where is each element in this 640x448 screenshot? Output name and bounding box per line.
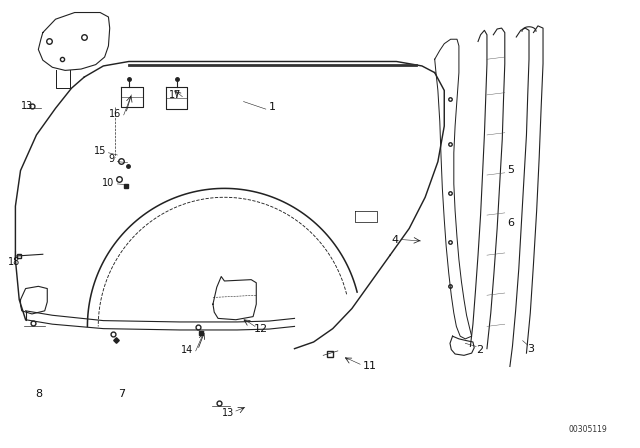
- Text: 3: 3: [527, 344, 534, 353]
- Text: 6: 6: [508, 218, 515, 228]
- Text: 1: 1: [269, 102, 276, 112]
- Text: 9: 9: [108, 155, 114, 164]
- Text: 5: 5: [508, 165, 515, 175]
- Text: 10: 10: [102, 178, 115, 188]
- Text: 4: 4: [392, 235, 399, 245]
- Text: 18: 18: [8, 257, 20, 267]
- Text: 2: 2: [476, 345, 483, 354]
- Text: 8: 8: [35, 389, 42, 399]
- Text: 11: 11: [363, 362, 377, 371]
- Text: 7: 7: [118, 389, 125, 399]
- Text: 12: 12: [254, 323, 268, 334]
- Text: 00305119: 00305119: [568, 425, 607, 434]
- Text: 13: 13: [221, 408, 234, 418]
- Text: 13: 13: [20, 100, 33, 111]
- Text: 14: 14: [181, 345, 193, 354]
- Text: 17: 17: [168, 90, 181, 100]
- Text: 15: 15: [94, 146, 106, 155]
- Text: 16: 16: [109, 108, 121, 119]
